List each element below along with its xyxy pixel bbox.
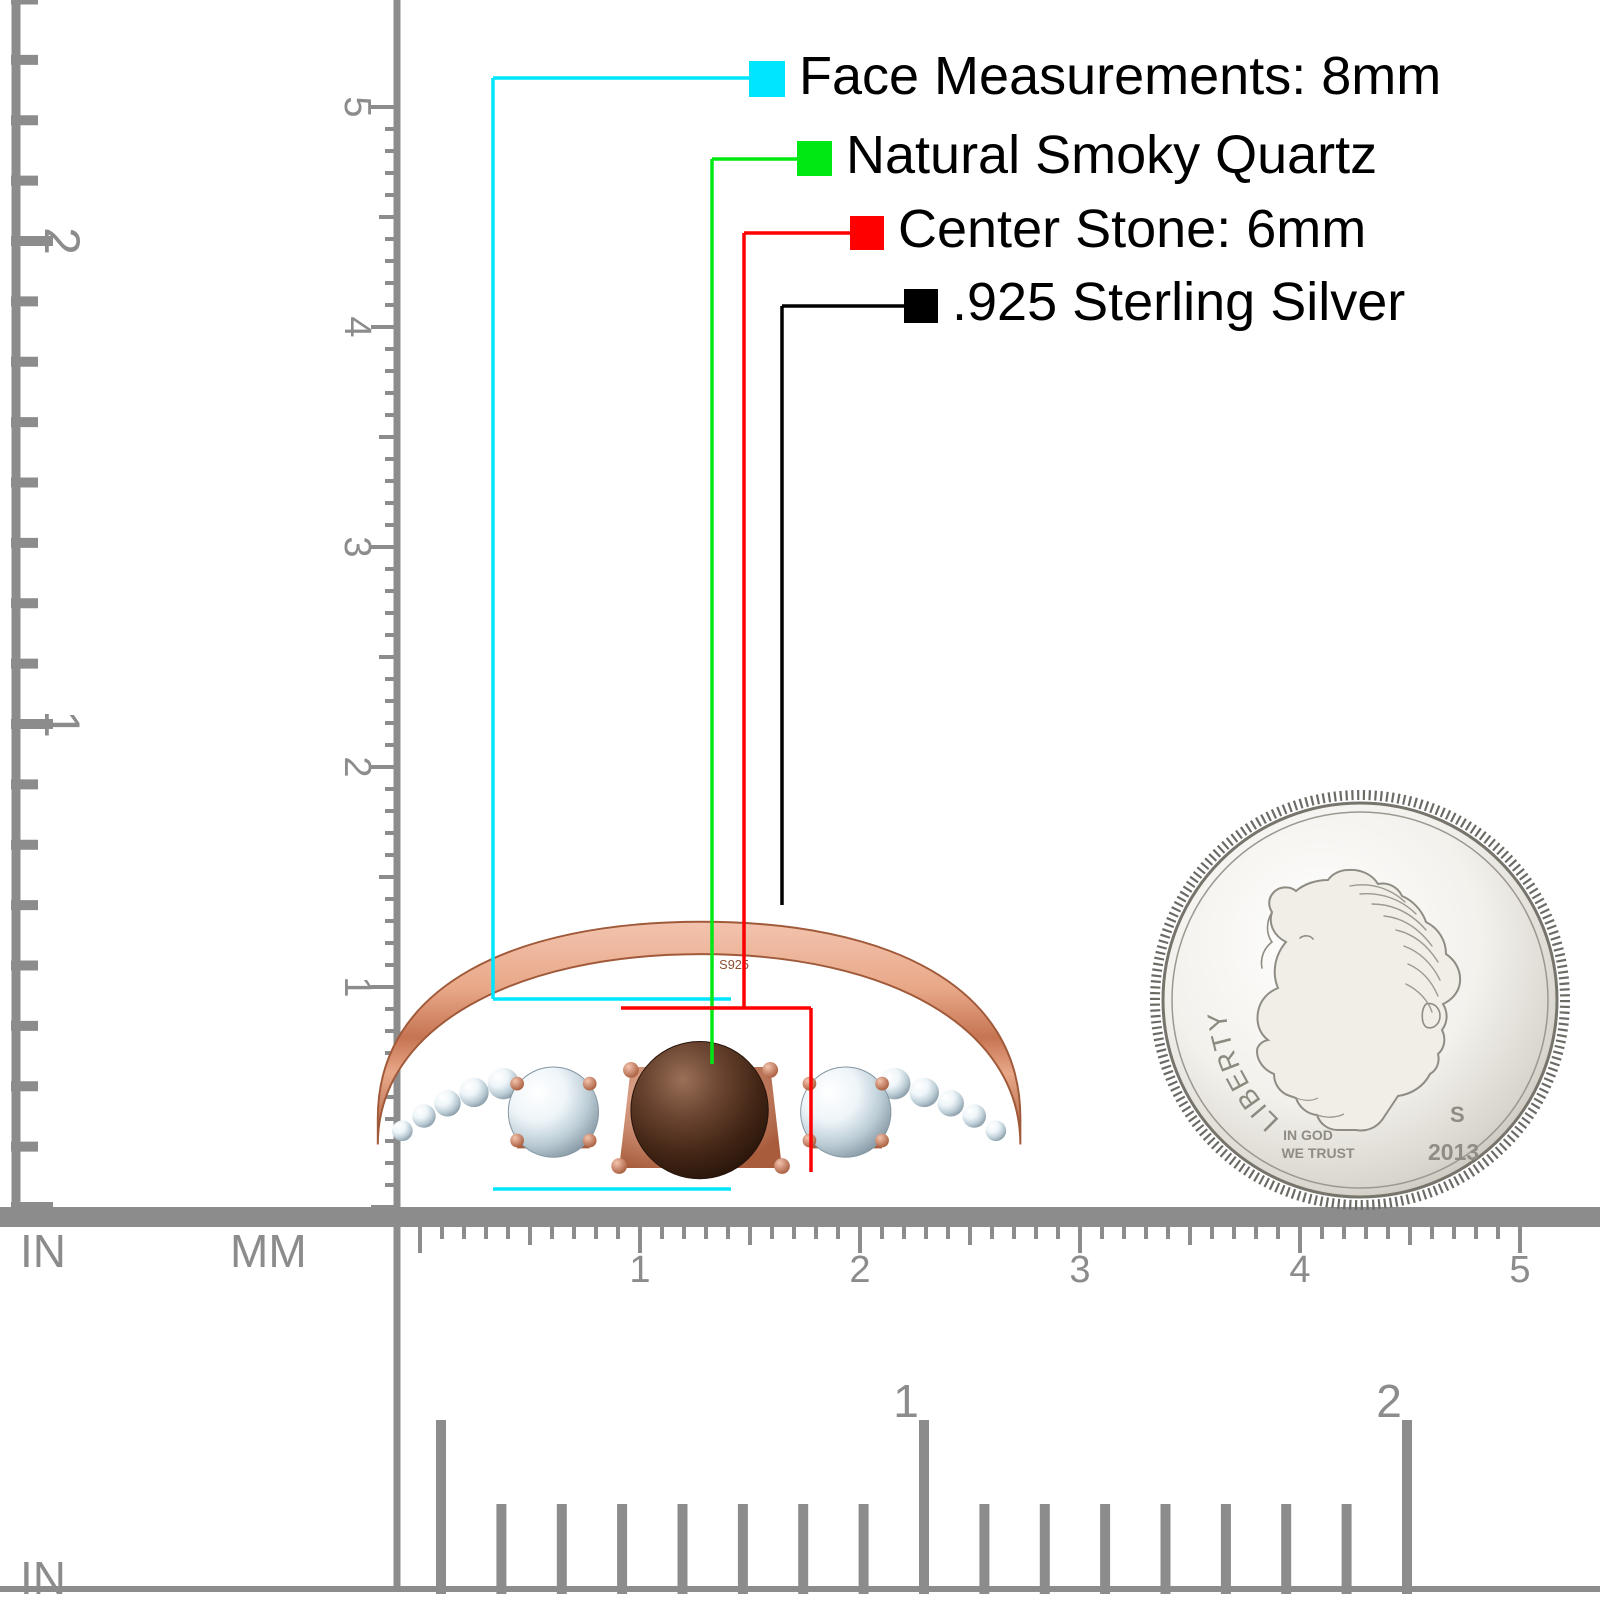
- svg-text:IN: IN: [20, 1225, 66, 1277]
- svg-text:S: S: [1450, 1102, 1465, 1127]
- svg-text:Face Measurements: 8mm: Face Measurements: 8mm: [799, 46, 1441, 106]
- svg-text:2: 2: [336, 756, 378, 777]
- svg-text:2: 2: [34, 227, 90, 255]
- svg-text:1: 1: [34, 710, 90, 738]
- svg-text:3: 3: [336, 536, 378, 557]
- svg-text:2013: 2013: [1428, 1139, 1479, 1165]
- svg-text:5: 5: [336, 96, 378, 117]
- svg-text:1: 1: [629, 1249, 650, 1291]
- svg-text:2: 2: [849, 1249, 870, 1291]
- svg-text:WE TRUST: WE TRUST: [1281, 1145, 1355, 1161]
- svg-text:Natural Smoky Quartz: Natural Smoky Quartz: [846, 125, 1377, 185]
- svg-text:1: 1: [336, 976, 378, 997]
- svg-text:4: 4: [1289, 1249, 1310, 1291]
- svg-text:.925 Sterling Silver: .925 Sterling Silver: [952, 272, 1405, 332]
- svg-text:IN: IN: [20, 1552, 66, 1600]
- svg-text:3: 3: [1069, 1249, 1090, 1291]
- svg-text:4: 4: [336, 316, 378, 337]
- svg-text:IN GOD: IN GOD: [1283, 1127, 1333, 1143]
- svg-text:Center Stone: 6mm: Center Stone: 6mm: [898, 199, 1366, 259]
- svg-text:2: 2: [1376, 1375, 1402, 1427]
- svg-text:MM: MM: [230, 1225, 307, 1277]
- svg-text:1: 1: [893, 1375, 919, 1427]
- svg-text:5: 5: [1509, 1249, 1530, 1291]
